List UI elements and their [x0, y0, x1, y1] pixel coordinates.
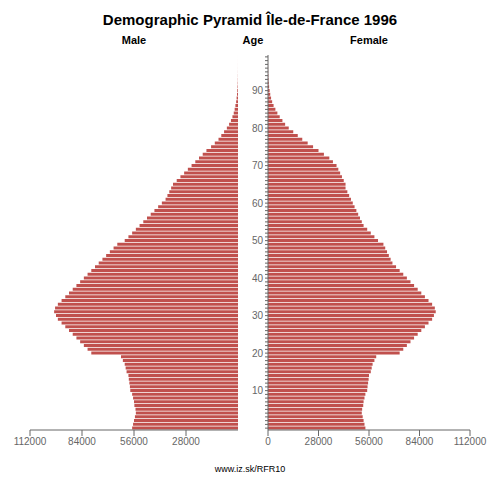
svg-text:50: 50 — [252, 235, 264, 246]
svg-text:0: 0 — [265, 436, 271, 447]
svg-text:90: 90 — [252, 85, 264, 96]
html-text:www.iz.sk/RFR10: www.iz.sk/RFR10 — [214, 464, 286, 474]
html-text:Male: Male — [121, 34, 147, 46]
svg-text:70: 70 — [252, 160, 264, 171]
svg-text:84000: 84000 — [406, 436, 434, 447]
svg-text:56000: 56000 — [120, 436, 148, 447]
svg-text:30: 30 — [252, 310, 264, 321]
html-text:Age: Age — [242, 34, 264, 46]
svg-text:20: 20 — [252, 348, 264, 359]
svg-text:56000: 56000 — [355, 436, 383, 447]
html-text:Demographic Pyramid Île-de-Fra: Demographic Pyramid Île-de-France 1996 — [102, 11, 398, 28]
svg-text:112000: 112000 — [14, 436, 47, 447]
svg-text:84000: 84000 — [68, 436, 96, 447]
svg-text:80: 80 — [252, 123, 264, 134]
svg-text:28000: 28000 — [172, 436, 200, 447]
svg-text:112000: 112000 — [454, 436, 487, 447]
html-text:Female: Female — [350, 34, 388, 46]
svg-text:40: 40 — [252, 273, 264, 284]
svg-text:60: 60 — [252, 198, 264, 209]
svg-text:10: 10 — [252, 385, 264, 396]
svg-text:28000: 28000 — [305, 436, 333, 447]
